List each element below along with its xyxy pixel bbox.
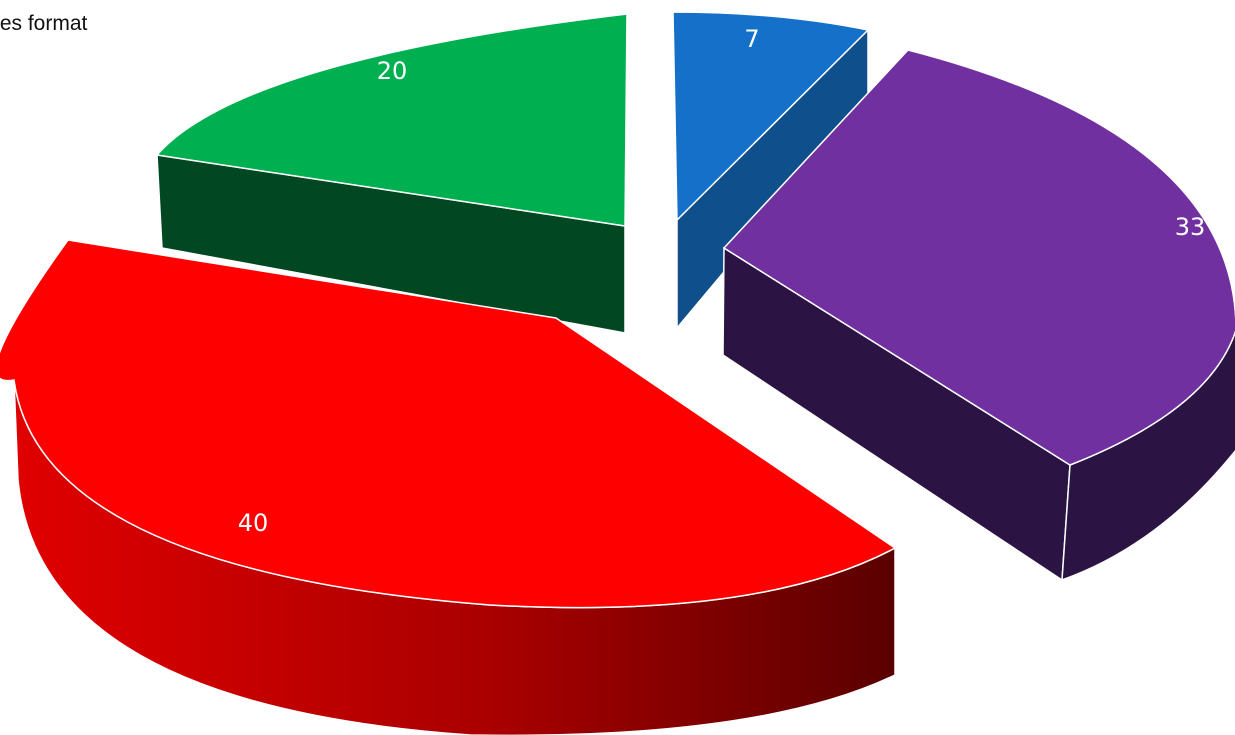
data-label-blue: 7 [744,25,759,53]
pie-slice-red [0,239,897,735]
pie-slice-red-top [0,239,897,609]
pie-slice-blue-top [672,11,870,222]
pie-slice-purple-top [722,49,1235,466]
chart-title: tes format [0,12,88,35]
data-label-purple: 33 [1175,213,1206,241]
pie-slice-green-top [155,13,628,227]
data-label-green: 20 [377,57,408,85]
pie-slice-green [155,13,628,334]
pie-slice-purple [722,49,1235,582]
data-label-red: 40 [238,509,269,537]
